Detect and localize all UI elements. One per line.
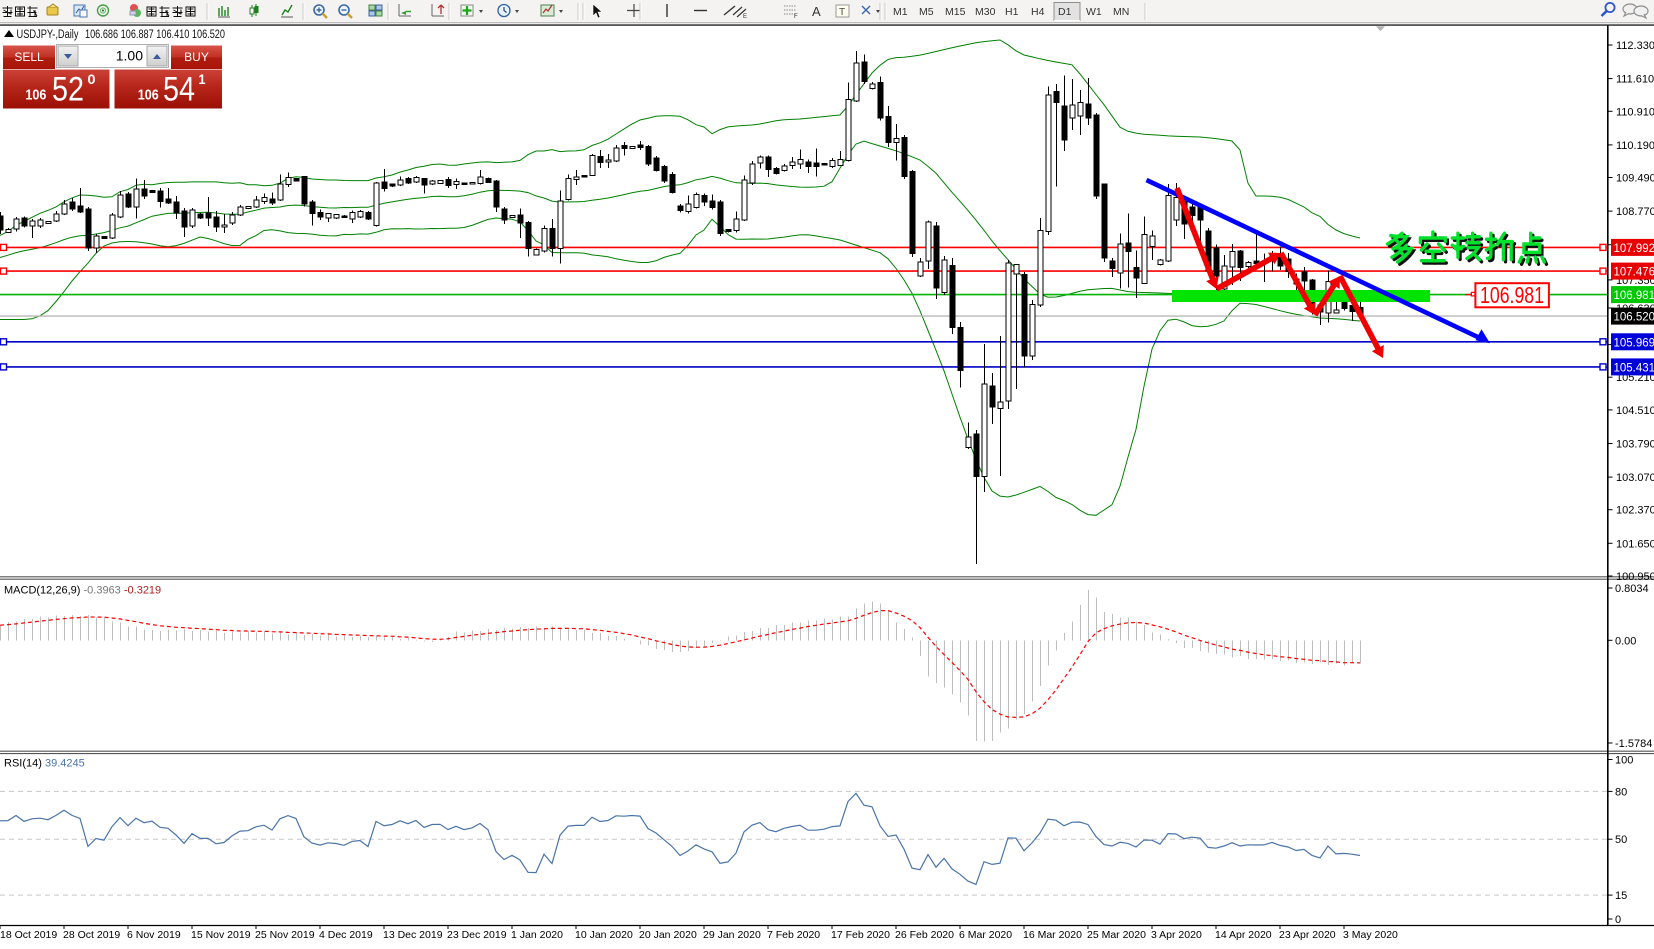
svg-text:E: E: [743, 14, 747, 20]
svg-text:106.686 106.887 106.410 106.52: 106.686 106.887 106.410 106.520: [85, 29, 225, 41]
svg-text:52: 52: [52, 71, 84, 109]
svg-text:MN: MN: [1113, 6, 1129, 18]
svg-text:106.520: 106.520: [1614, 312, 1654, 324]
svg-text:A: A: [812, 4, 821, 19]
svg-text:1.00: 1.00: [116, 48, 143, 64]
svg-text:0.00: 0.00: [1615, 635, 1636, 647]
svg-text:107.992: 107.992: [1614, 243, 1654, 255]
svg-text:106: 106: [25, 87, 46, 104]
svg-text:18 Oct 2019: 18 Oct 2019: [0, 929, 57, 941]
svg-text:50: 50: [1615, 834, 1627, 846]
svg-text:H4: H4: [1031, 6, 1045, 18]
svg-text:100: 100: [1615, 755, 1633, 767]
svg-text:M5: M5: [919, 6, 934, 18]
svg-text:1: 1: [199, 71, 206, 87]
svg-text:6 Nov 2019: 6 Nov 2019: [127, 929, 181, 941]
svg-text:0.8034: 0.8034: [1615, 583, 1649, 595]
svg-text:13 Dec 2019: 13 Dec 2019: [383, 929, 443, 941]
svg-text:0: 0: [88, 71, 96, 87]
svg-text:54: 54: [163, 71, 195, 109]
svg-text:105.969: 105.969: [1614, 337, 1654, 349]
svg-text:25 Nov 2019: 25 Nov 2019: [255, 929, 315, 941]
svg-text:MACD(12,26,9) -0.3963 -0.3219: MACD(12,26,9) -0.3963 -0.3219: [4, 585, 161, 597]
svg-text:0: 0: [1615, 914, 1621, 926]
svg-text:BUY: BUY: [184, 50, 209, 64]
svg-text:108.770: 108.770: [1616, 206, 1654, 218]
svg-text:16 Mar 2020: 16 Mar 2020: [1023, 929, 1082, 941]
svg-text:104.510: 104.510: [1616, 405, 1654, 417]
svg-text:110.910: 110.910: [1616, 106, 1654, 118]
svg-text:23 Apr 2020: 23 Apr 2020: [1279, 929, 1336, 941]
svg-text:7 Feb 2020: 7 Feb 2020: [767, 929, 820, 941]
svg-text:4 Dec 2019: 4 Dec 2019: [319, 929, 373, 941]
svg-text:106.981: 106.981: [1614, 290, 1654, 302]
svg-text:T: T: [839, 7, 845, 18]
svg-text:M30: M30: [975, 6, 996, 18]
svg-text:105.431: 105.431: [1614, 362, 1654, 374]
svg-text:3 Apr 2020: 3 Apr 2020: [1151, 929, 1202, 941]
svg-text:100.950: 100.950: [1616, 571, 1654, 583]
svg-text:17 Feb 2020: 17 Feb 2020: [831, 929, 890, 941]
svg-text:25 Mar 2020: 25 Mar 2020: [1087, 929, 1146, 941]
svg-text:15: 15: [1615, 890, 1627, 902]
svg-text:RSI(14) 39.4245: RSI(14) 39.4245: [4, 758, 85, 770]
svg-text:29 Jan 2020: 29 Jan 2020: [703, 929, 761, 941]
svg-text:23 Dec 2019: 23 Dec 2019: [447, 929, 507, 941]
svg-text:101.650: 101.650: [1616, 538, 1654, 550]
svg-text:111.610: 111.610: [1616, 74, 1654, 86]
svg-text:26 Feb 2020: 26 Feb 2020: [895, 929, 954, 941]
svg-text:1 Jan 2020: 1 Jan 2020: [511, 929, 563, 941]
svg-text:USDJPY-,Daily: USDJPY-,Daily: [17, 29, 79, 41]
svg-text:M15: M15: [945, 6, 966, 18]
svg-text:F: F: [794, 14, 798, 20]
svg-text:106: 106: [138, 87, 159, 104]
svg-text:109.490: 109.490: [1616, 173, 1654, 185]
svg-text:10 Jan 2020: 10 Jan 2020: [575, 929, 633, 941]
svg-text:H1: H1: [1005, 6, 1019, 18]
svg-text:102.370: 102.370: [1616, 505, 1654, 517]
svg-text:107.476: 107.476: [1614, 267, 1654, 279]
svg-text:112.330: 112.330: [1616, 40, 1654, 52]
svg-text:W1: W1: [1086, 6, 1102, 18]
svg-text:SELL: SELL: [14, 50, 44, 64]
svg-text:M1: M1: [893, 6, 908, 18]
svg-text:14 Apr 2020: 14 Apr 2020: [1215, 929, 1272, 941]
svg-text:-1.5784: -1.5784: [1615, 738, 1652, 750]
svg-text:110.190: 110.190: [1616, 140, 1654, 152]
svg-text:106.981: 106.981: [1480, 282, 1544, 308]
svg-text:20 Jan 2020: 20 Jan 2020: [639, 929, 697, 941]
svg-text:80: 80: [1615, 786, 1627, 798]
svg-text:6 Mar 2020: 6 Mar 2020: [959, 929, 1012, 941]
svg-text:28 Oct 2019: 28 Oct 2019: [63, 929, 120, 941]
svg-text:D1: D1: [1058, 6, 1072, 18]
svg-text:3 May 2020: 3 May 2020: [1343, 929, 1398, 941]
svg-text:103.790: 103.790: [1616, 439, 1654, 451]
svg-text:15 Nov 2019: 15 Nov 2019: [191, 929, 251, 941]
svg-text:103.070: 103.070: [1616, 472, 1654, 484]
